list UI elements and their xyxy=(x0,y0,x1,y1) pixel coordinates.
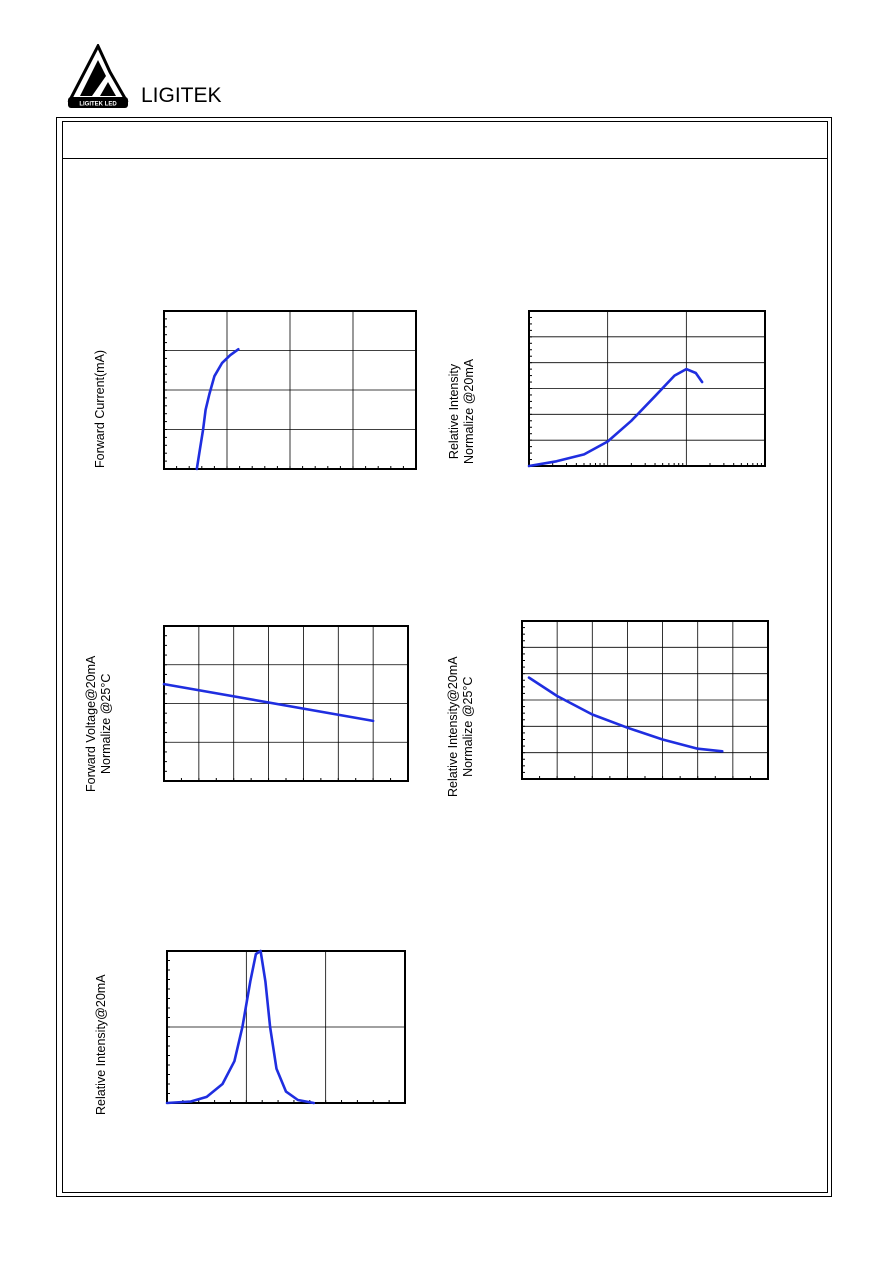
series-line xyxy=(165,949,316,1105)
ylabel-line2: Normalize @25°C xyxy=(461,676,475,777)
ylabel-line1: Forward Current(mA) xyxy=(93,349,107,468)
spectrum-ylabel: Relative Intensity@20mA xyxy=(94,974,109,1115)
relative-intensity-current-chart xyxy=(527,310,766,468)
forward-current-chart xyxy=(163,310,417,471)
relative-intensity-current-ylabel: Relative Intensity Normalize @20mA xyxy=(447,359,477,464)
spectrum-chart xyxy=(165,949,406,1105)
series-line xyxy=(162,682,375,723)
page-frame-inner xyxy=(62,121,828,1193)
series-line xyxy=(527,676,724,753)
ylabel-line1: Relative Intensity@20mA xyxy=(94,974,108,1115)
series-line xyxy=(195,347,240,471)
title-divider xyxy=(62,158,828,159)
forward-voltage-temperature-ylabel: Forward Voltage@20mA Normalize @25°C xyxy=(84,656,114,792)
page-frame xyxy=(56,117,832,1197)
forward-voltage-temperature-chart xyxy=(162,625,409,782)
ylabel-line2: Normalize @25°C xyxy=(99,673,113,774)
ylabel-line2: Normalize @20mA xyxy=(462,358,476,464)
ylabel-line1: Forward Voltage@20mA xyxy=(84,655,98,792)
forward-current-ylabel: Forward Current(mA) xyxy=(93,350,108,468)
relative-intensity-temperature-chart xyxy=(521,620,769,780)
logo-text: LIGITEK LED xyxy=(79,102,117,108)
relative-intensity-temperature-ylabel: Relative Intensity@20mA Normalize @25°C xyxy=(446,656,476,797)
series-line xyxy=(527,367,704,468)
ylabel-line1: Relative Intensity@20mA xyxy=(446,656,460,797)
ylabel-line1: Relative Intensity xyxy=(447,363,461,460)
brand-name: LIGITEK xyxy=(141,84,222,107)
ligitek-logo: LIGITEK LED xyxy=(67,44,129,108)
